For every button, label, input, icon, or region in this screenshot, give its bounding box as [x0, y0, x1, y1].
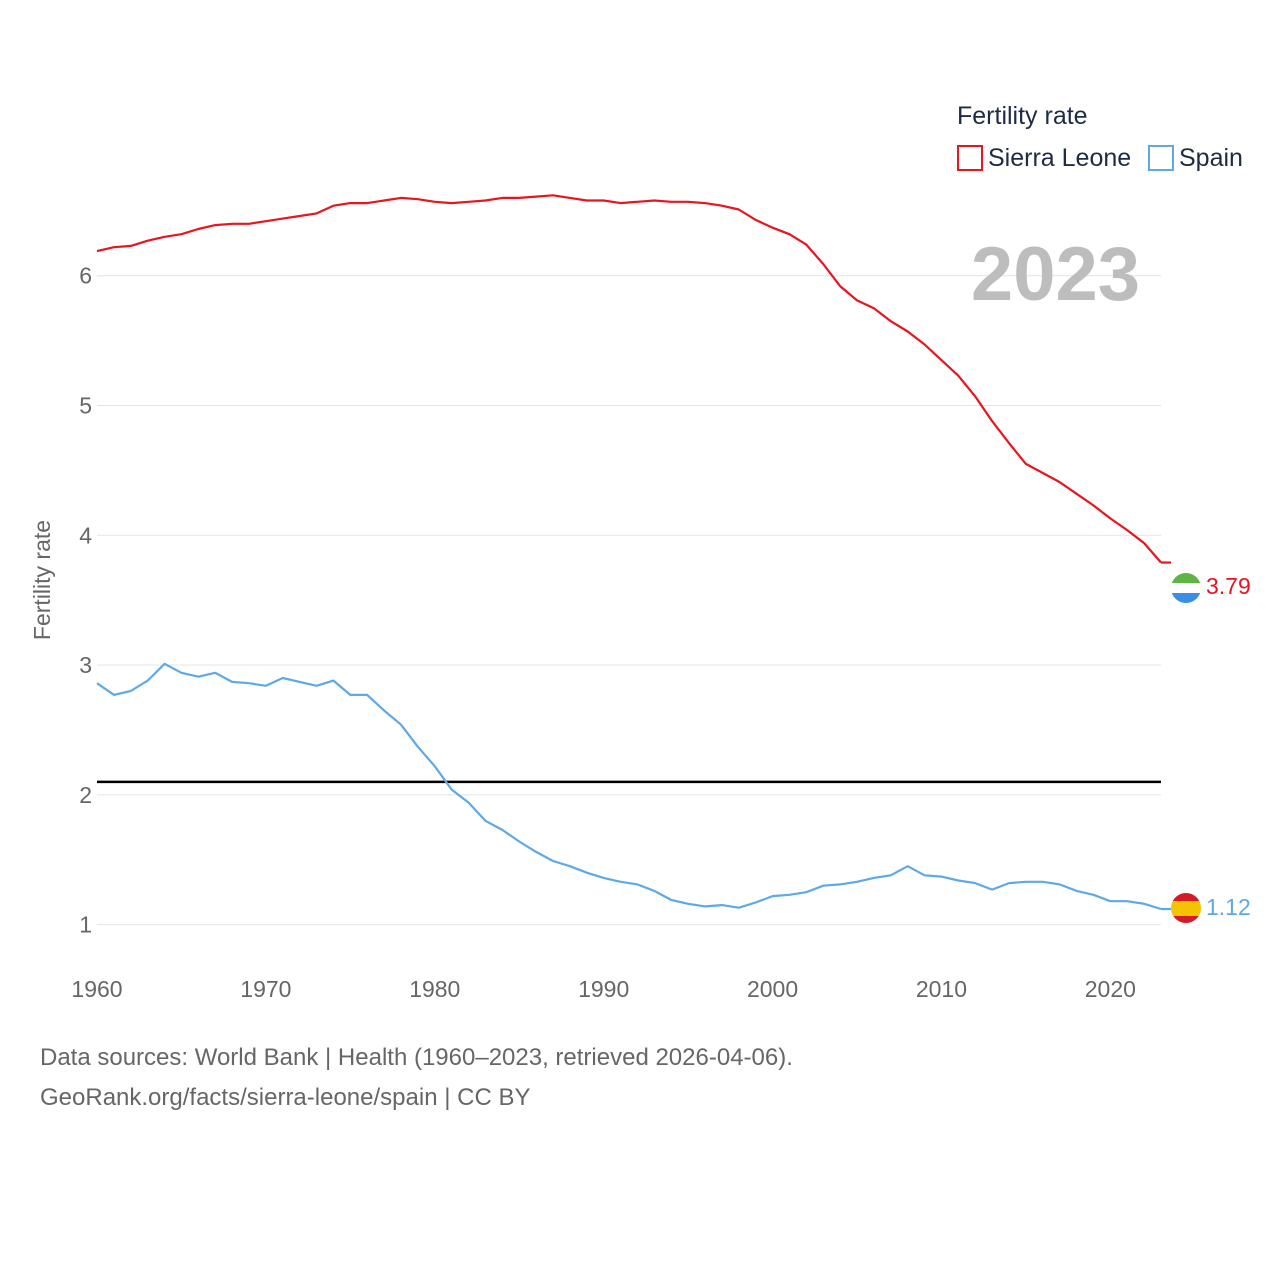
legend-swatch-sierra-leone — [957, 145, 983, 171]
series-lines — [96, 194, 1171, 911]
y-tick-label-1: 1 — [79, 912, 92, 938]
source-line-1: Data sources: World Bank | Health (1960–… — [40, 1044, 793, 1071]
y-axis-title: Fertility rate — [29, 520, 55, 640]
legend-label-sierra-leone: Sierra Leone — [988, 144, 1131, 172]
y-tick-label-4: 4 — [79, 522, 92, 548]
legend-item-spain[interactable]: Spain — [1148, 144, 1243, 172]
x-axis-ticks: 1960 1970 1980 1990 2000 2010 2020 — [71, 976, 1136, 1002]
series-line-sierra-leone[interactable] — [96, 194, 1162, 564]
y-tick-label-6: 6 — [79, 263, 92, 289]
y-tick-label-5: 5 — [79, 393, 92, 419]
legend-label-spain: Spain — [1179, 144, 1243, 172]
x-tick-label-2020: 2020 — [1085, 976, 1136, 1002]
x-tick-label-1970: 1970 — [240, 976, 291, 1002]
sierra-leone-flag-icon — [1171, 573, 1201, 603]
x-tick-label-1980: 1980 — [409, 976, 460, 1002]
source-line-2[interactable]: GeoRank.org/facts/sierra-leone/spain | C… — [40, 1084, 531, 1111]
grid — [97, 275, 1161, 926]
y-tick-label-3: 3 — [79, 652, 92, 678]
x-tick-label-2010: 2010 — [916, 976, 967, 1002]
legend-title: Fertility rate — [957, 102, 1088, 130]
legend-item-sierra-leone[interactable]: Sierra Leone — [957, 144, 1131, 172]
x-tick-label-1960: 1960 — [71, 976, 122, 1002]
year-watermark: 2023 — [971, 232, 1140, 317]
end-label-sierra-leone: 3.79 — [1206, 573, 1251, 599]
legend-swatch-spain — [1148, 145, 1174, 171]
spain-flag-icon — [1171, 893, 1201, 923]
x-tick-label-1990: 1990 — [578, 976, 629, 1002]
end-label-spain: 1.12 — [1206, 894, 1251, 920]
y-tick-label-2: 2 — [79, 782, 92, 808]
series-line-spain[interactable] — [96, 662, 1162, 911]
x-tick-label-2000: 2000 — [747, 976, 798, 1002]
y-axis-ticks: 1 2 3 4 5 6 — [79, 263, 92, 938]
